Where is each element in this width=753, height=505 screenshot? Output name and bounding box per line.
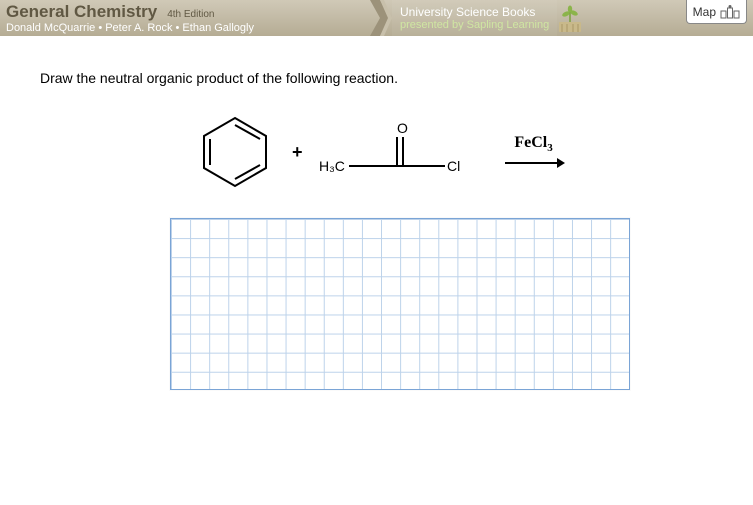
- book-info: General Chemistry 4th Edition Donald McQ…: [0, 0, 370, 36]
- reaction-arrow-block: FeCl3: [503, 134, 565, 170]
- header-middle: University Science Books presented by Sa…: [370, 0, 583, 36]
- drawing-canvas[interactable]: [170, 218, 630, 390]
- header-chevron-icon: [370, 0, 392, 36]
- map-button[interactable]: Map: [686, 0, 747, 24]
- benzene-structure: [190, 112, 280, 192]
- map-button-label: Map: [693, 5, 716, 19]
- acyl-chloride-structure: H₃C Cl O: [315, 121, 465, 183]
- page-header: General Chemistry 4th Edition Donald McQ…: [0, 0, 753, 36]
- map-icon: [720, 5, 740, 19]
- reagent-cl-label: Cl: [447, 158, 460, 174]
- question-content: Draw the neutral organic product of the …: [0, 36, 753, 400]
- question-prompt: Draw the neutral organic product of the …: [40, 70, 713, 86]
- sapling-logo-icon: [557, 0, 583, 36]
- book-edition: 4th Edition: [167, 9, 214, 20]
- reagent-ch3-label: H₃C: [319, 158, 345, 174]
- reaction-arrow-icon: [503, 156, 565, 170]
- book-title: General Chemistry: [6, 2, 157, 22]
- reagent-o-label: O: [397, 121, 408, 136]
- plus-sign: +: [292, 142, 303, 163]
- book-authors: Donald McQuarrie • Peter A. Rock • Ethan…: [6, 22, 360, 34]
- presented-by: presented by Sapling Learning: [400, 19, 549, 31]
- publisher-name: University Science Books: [400, 5, 549, 19]
- reaction-scheme: + H₃C Cl O FeCl3: [40, 112, 713, 192]
- catalyst-label: FeCl3: [514, 134, 552, 154]
